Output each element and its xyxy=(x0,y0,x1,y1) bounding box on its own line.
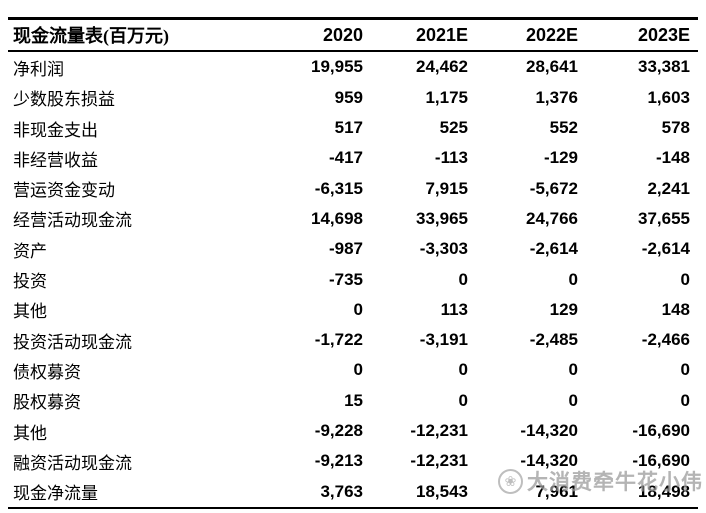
cell-value: -5,672 xyxy=(529,178,578,198)
table-row: 股权募资 15 0 0 0 xyxy=(8,386,698,416)
cell-value: 18,543 xyxy=(416,481,468,501)
cell-value: 15 xyxy=(344,390,363,410)
table-row: 非现金支出 517 525 552 578 xyxy=(8,113,698,143)
cell-value: 517 xyxy=(334,118,363,138)
row-label: 营运资金变动 xyxy=(13,181,115,201)
table-row: 其他 -9,228 -12,231 -14,320 -16,690 xyxy=(8,416,698,446)
cell-value: 7,915 xyxy=(425,178,468,198)
cell-value: -2,614 xyxy=(641,239,690,259)
table-row: 资产 -987 -3,303 -2,614 -2,614 xyxy=(8,234,698,264)
cell-value: 578 xyxy=(661,118,690,138)
year-column-header: 2020 xyxy=(322,24,363,45)
cell-value: -14,320 xyxy=(520,421,578,440)
cell-value: -12,231 xyxy=(410,451,468,471)
cell-value: 0 xyxy=(568,360,578,380)
year-column-header: 2021E xyxy=(415,24,468,45)
cell-value: 24,766 xyxy=(526,208,578,228)
cell-value: -987 xyxy=(328,239,363,259)
row-label: 资产 xyxy=(13,241,47,261)
row-label: 非经营收益 xyxy=(13,150,98,170)
cell-value: 148 xyxy=(661,299,690,319)
table-row: 现金净流量 3,763 18,543 7,961 18,498 xyxy=(8,476,698,507)
cell-value: -2,466 xyxy=(641,330,690,350)
cell-value: -9,228 xyxy=(314,421,363,440)
table-row: 经营活动现金流 14,698 33,965 24,766 37,655 xyxy=(8,204,698,234)
cell-value: 33,965 xyxy=(416,208,468,228)
cell-value: 552 xyxy=(549,118,578,138)
cell-value: 19,955 xyxy=(311,57,363,77)
row-label: 其他 xyxy=(13,423,47,443)
row-label: 融资活动现金流 xyxy=(13,453,132,473)
table-row: 少数股东损益 959 1,175 1,376 1,603 xyxy=(8,83,698,113)
table-body: 净利润 19,955 24,462 28,641 33,381 少数股东损益 959 1,17… xyxy=(8,51,698,507)
cell-value: 525 xyxy=(439,118,468,138)
cell-value: 33,381 xyxy=(638,57,690,77)
row-label: 现金净流量 xyxy=(13,484,98,504)
row-label: 其他 xyxy=(13,302,47,322)
cell-value: -148 xyxy=(655,148,690,168)
cell-value: 2,241 xyxy=(647,178,690,198)
cell-value: 0 xyxy=(458,390,468,410)
table-row: 投资活动现金流 -1,722 -3,191 -2,485 -2,466 xyxy=(8,325,698,355)
cell-value: -9,213 xyxy=(314,451,363,471)
cell-value: -14,320 xyxy=(520,451,578,471)
cell-value: -16,690 xyxy=(632,421,690,440)
cell-value: 0 xyxy=(680,390,690,410)
cell-value: 0 xyxy=(353,360,363,380)
cell-value: 1,175 xyxy=(425,87,468,107)
cell-value: -16,690 xyxy=(632,451,690,471)
table-row: 融资活动现金流 -9,213 -12,231 -14,320 -16,690 xyxy=(8,446,698,476)
cell-value: -2,485 xyxy=(529,330,578,350)
year-column-header: 2022E xyxy=(525,24,578,45)
cell-value: 37,655 xyxy=(638,208,690,228)
cell-value: -3,303 xyxy=(419,239,468,259)
row-label: 少数股东损益 xyxy=(13,90,115,110)
cell-value: 1,376 xyxy=(535,87,578,107)
table-row: 投资 -735 0 0 0 xyxy=(8,264,698,294)
row-label: 股权募资 xyxy=(13,393,81,413)
row-label: 净利润 xyxy=(13,59,64,79)
cell-value: -417 xyxy=(328,148,363,168)
table-title: 现金流量表(百万元) xyxy=(13,26,169,47)
cell-value: -2,614 xyxy=(529,239,578,259)
row-label: 经营活动现金流 xyxy=(13,211,132,231)
cell-value: -1,722 xyxy=(314,330,363,350)
cell-value: -735 xyxy=(328,269,363,289)
cell-value: 113 xyxy=(440,299,468,319)
cell-value: 0 xyxy=(680,269,690,289)
cell-value: 0 xyxy=(458,269,468,289)
cell-value: 129 xyxy=(549,299,578,319)
cell-value: 18,498 xyxy=(638,481,690,501)
cell-value: -12,231 xyxy=(410,421,468,440)
cell-value: -3,191 xyxy=(419,330,468,350)
header-row: 现金流量表(百万元) 2020 2021E 2022E 2023E xyxy=(8,19,698,52)
cell-value: 14,698 xyxy=(311,208,363,228)
cell-value: 0 xyxy=(458,360,468,380)
cell-value: 24,462 xyxy=(416,57,468,77)
cell-value: -113 xyxy=(434,148,468,168)
cell-value: 0 xyxy=(568,269,578,289)
row-label: 投资 xyxy=(13,272,47,292)
cell-value: 7,961 xyxy=(535,481,578,501)
cell-value: 0 xyxy=(680,360,690,380)
cell-value: 28,641 xyxy=(526,57,578,77)
cell-value: 959 xyxy=(334,87,363,107)
cash-flow-table: 现金流量表(百万元) 2020 2021E 2022E 2023E 净利润 19,955… xyxy=(8,17,698,509)
cell-value: 0 xyxy=(353,299,363,319)
table-row: 债权募资 0 0 0 0 xyxy=(8,355,698,385)
cell-value: -129 xyxy=(543,148,578,168)
cell-value: -6,315 xyxy=(314,178,363,198)
row-label: 债权募资 xyxy=(13,362,81,382)
cell-value: 0 xyxy=(568,390,578,410)
table-row: 其他 0 113 129 148 xyxy=(8,295,698,325)
table-row: 营运资金变动 -6,315 7,915 -5,672 2,241 xyxy=(8,173,698,203)
row-label: 投资活动现金流 xyxy=(13,332,132,352)
table-row: 净利润 19,955 24,462 28,641 33,381 xyxy=(8,51,698,82)
cell-value: 1,603 xyxy=(647,87,690,107)
table-row: 非经营收益 -417 -113 -129 -148 xyxy=(8,143,698,173)
row-label: 非现金支出 xyxy=(13,120,98,140)
year-column-header: 2023E xyxy=(637,24,690,45)
cell-value: 3,763 xyxy=(320,481,363,501)
